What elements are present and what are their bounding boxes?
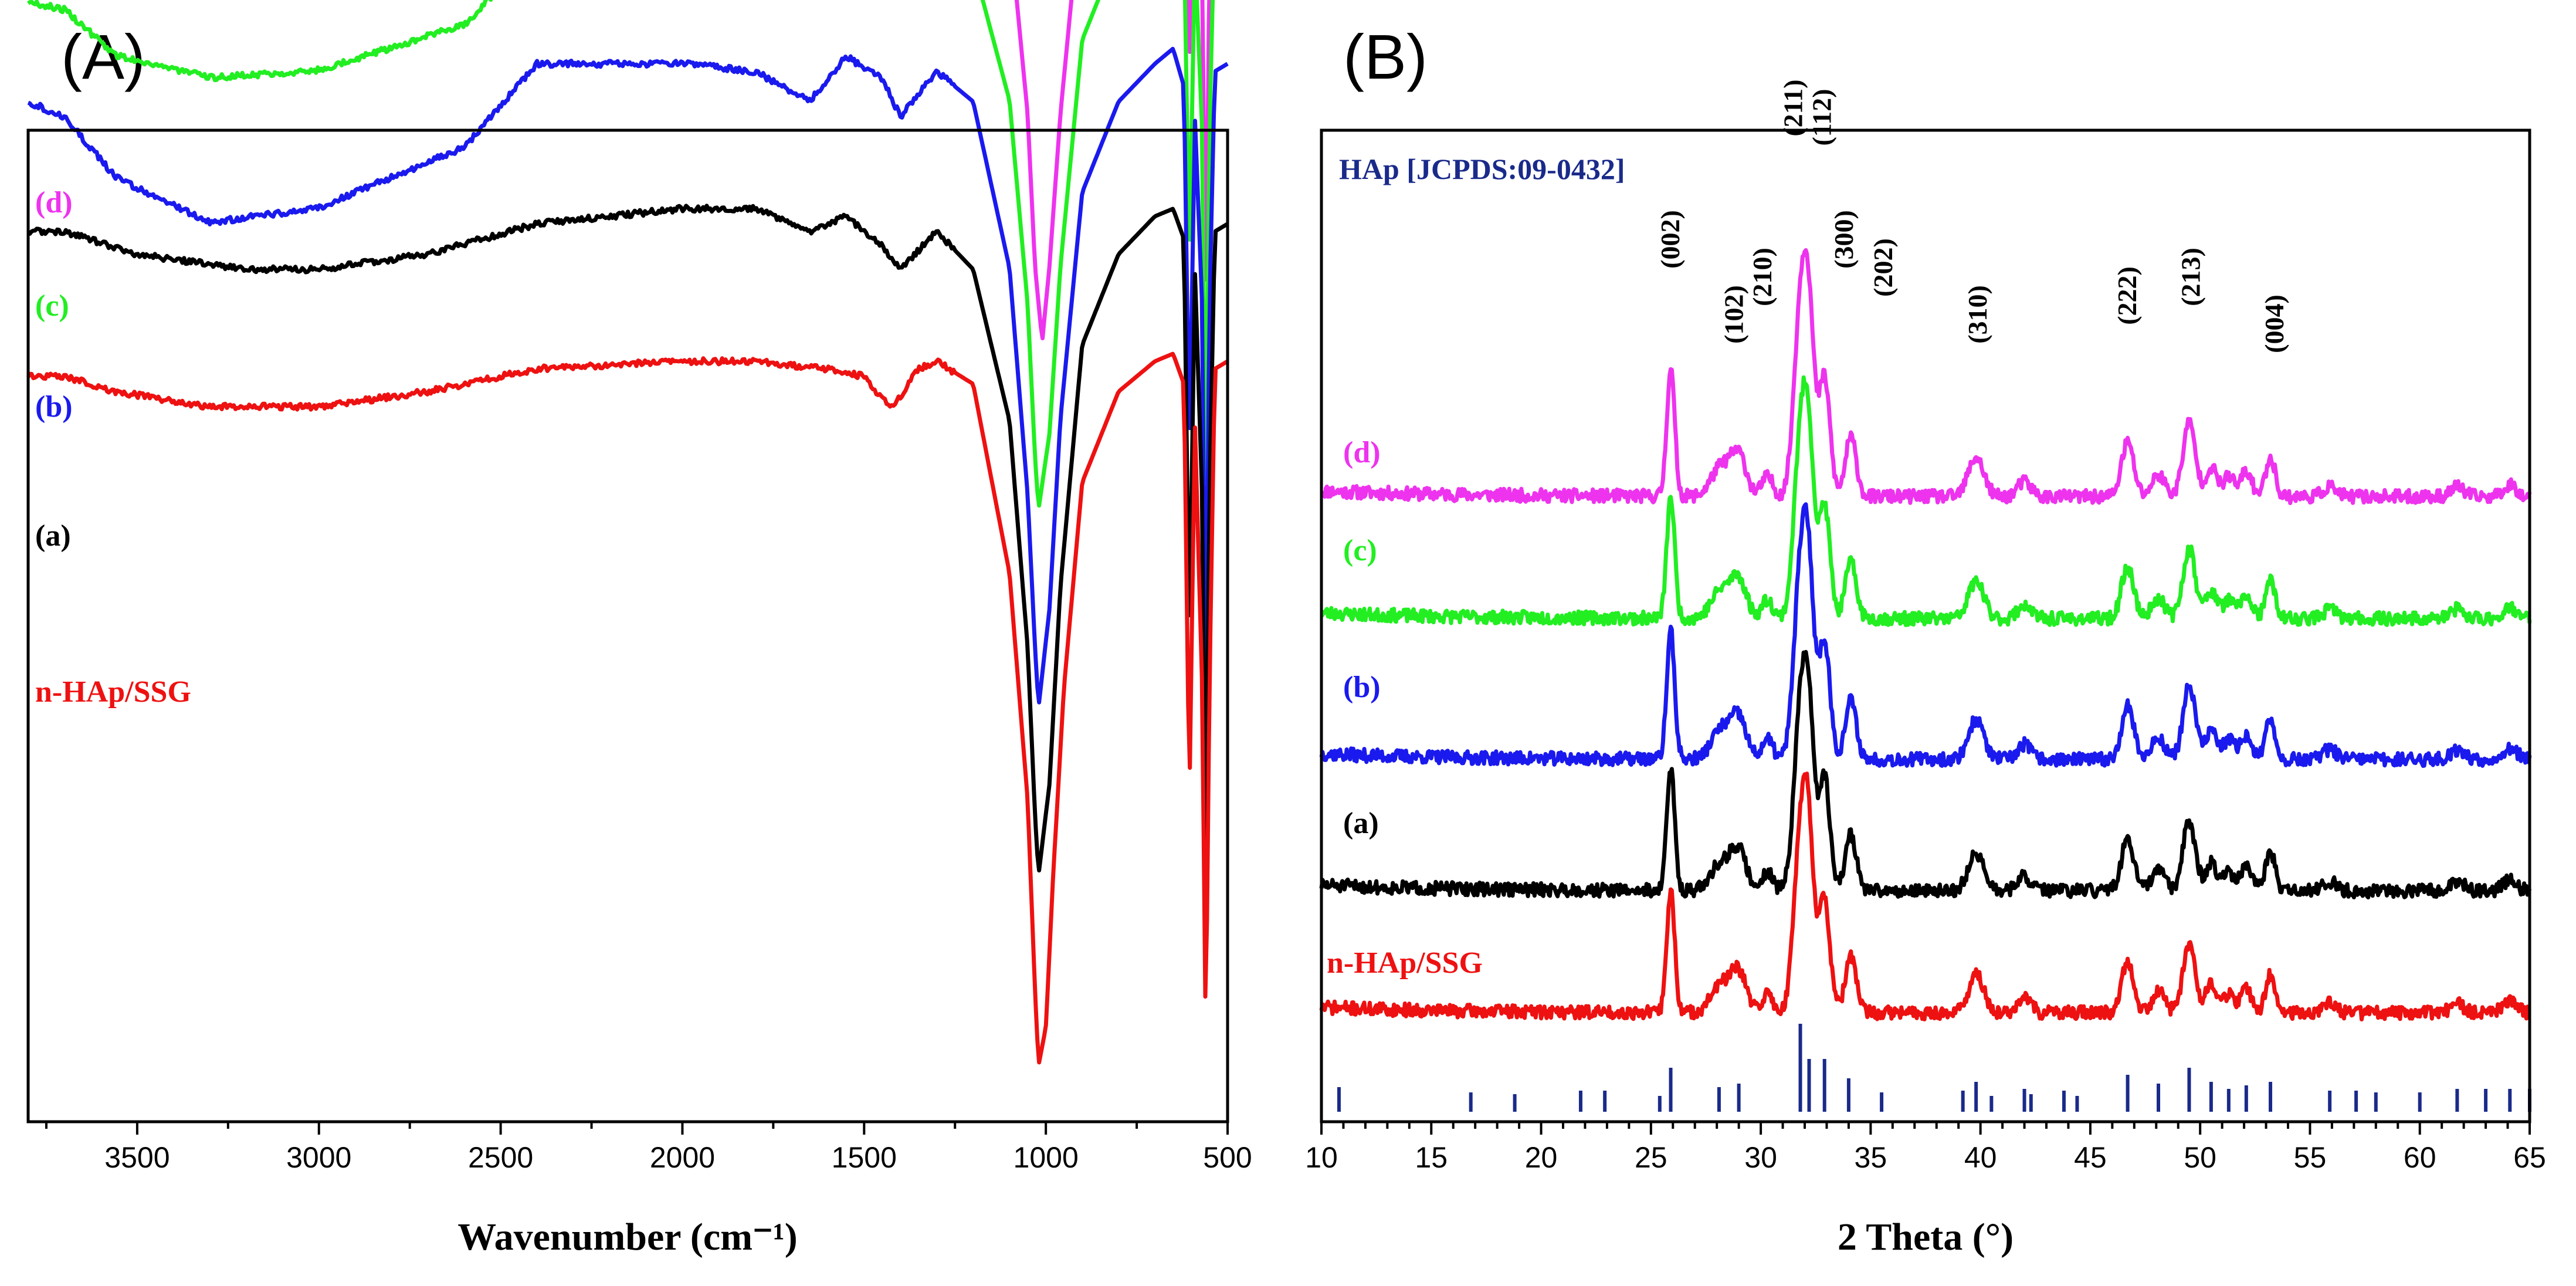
xrd-peak-label: (004) — [2259, 295, 2289, 353]
ftir-x-tick-label: 1500 — [832, 1141, 897, 1174]
xrd-series-group — [1319, 248, 2532, 1021]
xrd-x-tick-label: 25 — [1635, 1141, 1667, 1174]
xrd-x-tick-label: 15 — [1415, 1141, 1448, 1174]
xrd-x-tick-label: 40 — [1964, 1141, 1997, 1174]
ftir-label-n: n-HAp/SSG — [35, 675, 191, 709]
ftir-label-a: (a) — [35, 519, 71, 553]
ftir-series-c — [27, 0, 1215, 508]
xrd-peak-labels: (002) (102)(210) (211)(112) (300) (202) (310)… — [1655, 79, 2289, 353]
xrd-series-c — [1320, 375, 2532, 627]
ftir-x-tick-label: 3500 — [104, 1141, 170, 1174]
ftir-label-b: (b) — [35, 390, 73, 424]
xrd-x-ticks: 10 15 20 25 30 35 40 45 50 55 60 65 — [1305, 1122, 2546, 1174]
xrd-x-tick-label: 10 — [1305, 1141, 1338, 1174]
xrd-series-a — [1319, 649, 2532, 900]
ftir-series-d — [1014, 0, 1212, 340]
xrd-label-d: (d) — [1343, 436, 1381, 469]
ftir-series-a — [26, 204, 1229, 873]
xrd-x-tick-label: 35 — [1855, 1141, 1887, 1174]
xrd-label-b: (b) — [1343, 671, 1381, 704]
ftir-x-axis-title: Wavenumber (cm⁻¹) — [457, 1216, 798, 1258]
xrd-peak-label: (222) — [2112, 266, 2142, 325]
ftir-x-tick-label: 2500 — [468, 1141, 533, 1174]
xrd-x-tick-label: 20 — [1525, 1141, 1558, 1174]
xrd-peak-label: (211) — [1778, 79, 1808, 136]
xrd-chart: 10 15 20 25 30 35 40 45 50 55 60 65 (002) (102)(210)… — [1305, 79, 2546, 1258]
ftir-x-ticks: 3500 3000 2500 2000 1500 1000 500 — [45, 1122, 1252, 1174]
ftir-label-d: (d) — [35, 186, 73, 219]
xrd-peak-label: (202) — [1868, 238, 1898, 297]
xrd-label-n: n-HAp/SSG — [1327, 946, 1483, 980]
xrd-x-axis-title: 2 Theta (°) — [1838, 1216, 2014, 1258]
xrd-peak-label: (300) — [1829, 210, 1859, 269]
xrd-plot-frame — [1320, 128, 2531, 1123]
xrd-series-b — [1319, 502, 2532, 768]
xrd-peak-label: (213) — [2175, 248, 2205, 306]
ftir-chart: 3500 3000 2500 2000 1500 1000 500 Wavenumber (… — [26, 0, 1252, 1258]
xrd-peak-label: (310) — [1962, 285, 1992, 344]
xrd-reference-label: HAp [JCPDS:09-0432] — [1339, 153, 1625, 185]
xrd-series-d — [1320, 248, 2532, 505]
xrd-reference-lines — [1337, 1024, 2531, 1112]
xrd-x-tick-label: 55 — [2294, 1141, 2327, 1174]
xrd-peak-label: (002) — [1655, 210, 1685, 269]
xrd-x-tick-label: 50 — [2184, 1141, 2216, 1174]
ftir-series-group — [26, 0, 1229, 1065]
ftir-series-n — [26, 351, 1229, 1065]
xrd-peak-label: (112) — [1806, 89, 1836, 145]
ftir-series-b — [27, 46, 1229, 705]
xrd-peak-label: (210) — [1747, 248, 1777, 306]
ftir-label-c: (c) — [35, 289, 69, 323]
ftir-x-tick-label: 500 — [1203, 1141, 1252, 1174]
xrd-x-tick-label: 45 — [2074, 1141, 2107, 1174]
xrd-x-tick-label: 60 — [2404, 1141, 2436, 1174]
xrd-label-c: (c) — [1343, 534, 1377, 567]
ftir-x-tick-label: 3000 — [286, 1141, 351, 1174]
xrd-x-tick-label: 30 — [1744, 1141, 1777, 1174]
ftir-x-tick-label: 1000 — [1014, 1141, 1079, 1174]
xrd-label-a: (a) — [1343, 807, 1379, 840]
ftir-plot-frame — [26, 128, 1229, 1123]
panel-b-label: (B) — [1343, 21, 1428, 92]
xrd-x-tick-label: 65 — [2513, 1141, 2546, 1174]
xrd-peak-label: (102) — [1719, 285, 1748, 344]
xrd-series-n — [1319, 771, 2531, 1021]
ftir-x-tick-label: 2000 — [650, 1141, 715, 1174]
